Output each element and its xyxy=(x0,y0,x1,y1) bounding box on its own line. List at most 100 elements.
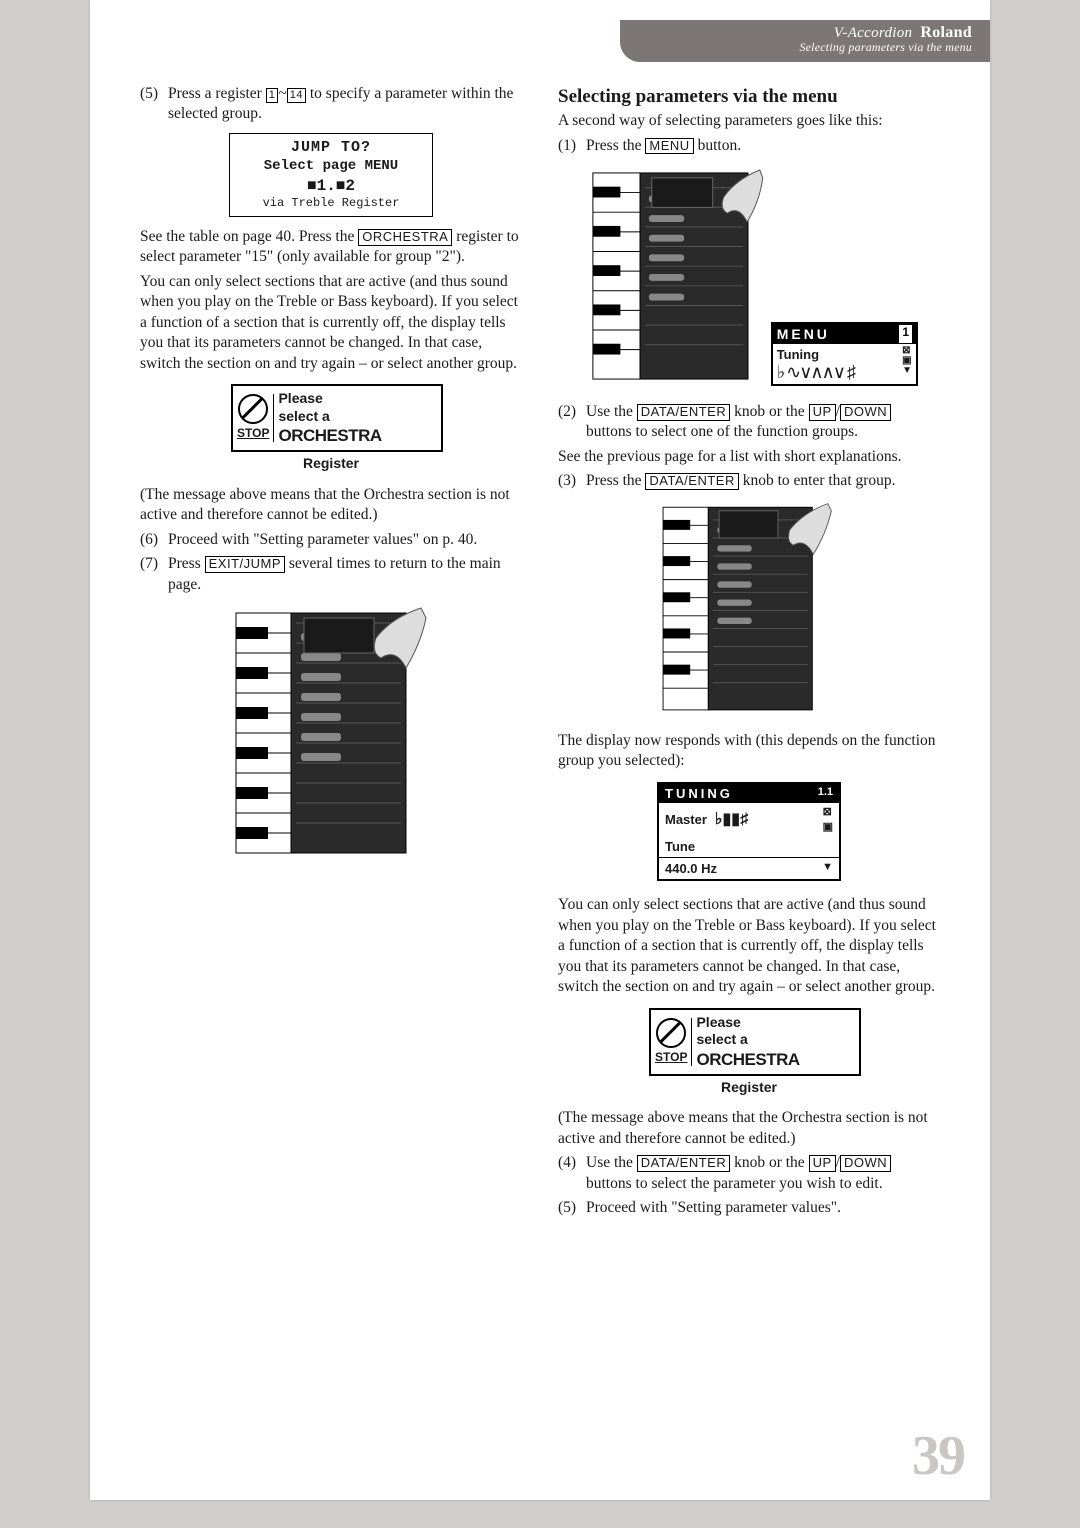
menu-title: MENU xyxy=(777,325,830,343)
section-heading: Selecting parameters via the menu xyxy=(558,84,940,109)
stop-lcd-wrap-2: STOP Please select a ORCHESTRA Register xyxy=(649,1008,849,1097)
stop-label: STOP xyxy=(237,426,269,442)
register-label: Register xyxy=(231,454,431,472)
exit-jump-box: EXIT/JUMP xyxy=(205,556,285,573)
menu-number: 1 xyxy=(899,325,912,343)
no-sign-icon xyxy=(656,1018,686,1048)
text: select a xyxy=(278,408,381,426)
tuning-lcd: TUNING 1.1 Master ♭▮▮♯ ⊠▣ Tune 440.0 Hz … xyxy=(657,782,841,882)
lcd-line: via Treble Register xyxy=(236,196,426,212)
step-text: Use the DATA/ENTER knob or the UP/DOWN b… xyxy=(586,1153,940,1194)
text: ORCHESTRA xyxy=(278,425,381,446)
step-2: (2) Use the DATA/ENTER knob or the UP/DO… xyxy=(558,402,940,443)
wave-icon: ♭ ∿∨∧∧∨ ♯ xyxy=(773,365,916,384)
menu-box: MENU xyxy=(645,138,693,155)
accordion-icon xyxy=(588,166,765,386)
step-4: (4) Use the DATA/ENTER knob or the UP/DO… xyxy=(558,1153,940,1194)
text: Press the xyxy=(586,137,645,154)
text: See the table on page 40. Press the xyxy=(140,228,358,245)
note: (The message above means that the Orches… xyxy=(558,1108,940,1149)
scroll-icon: ⊠▣ xyxy=(823,805,833,834)
page-number: 39 xyxy=(912,1424,964,1488)
columns: (5) Press a register 1~14 to specify a p… xyxy=(140,84,940,1448)
text: Press a register xyxy=(168,85,266,102)
text: knob to enter that group. xyxy=(739,472,896,489)
stop-lcd: STOP Please select a ORCHESTRA xyxy=(231,384,443,452)
no-sign-icon xyxy=(238,394,268,424)
step-text: Proceed with "Setting parameter values". xyxy=(586,1198,940,1218)
register-1-box: 1 xyxy=(266,88,279,103)
text: Please xyxy=(696,1014,799,1032)
accordion-figure-2 xyxy=(654,500,844,717)
text: knob or the xyxy=(730,403,808,420)
text: Use the xyxy=(586,403,637,420)
brand-name: Roland xyxy=(920,24,972,41)
step-number: (3) xyxy=(558,471,586,491)
step-number: (7) xyxy=(140,554,168,595)
step-text: Press a register 1~14 to specify a param… xyxy=(168,84,522,125)
note: (The message above means that the Orches… xyxy=(140,485,522,526)
paragraph: You can only select sections that are ac… xyxy=(558,895,940,997)
stop-label: STOP xyxy=(655,1050,687,1066)
lcd-line: JUMP TO? xyxy=(236,138,426,158)
page: V-Accordion Roland Selecting parameters … xyxy=(0,0,1080,1528)
right-column: Selecting parameters via the menu A seco… xyxy=(558,84,940,1448)
menu-item: Tuning xyxy=(777,347,819,362)
down-arrow-icon: ▼ xyxy=(822,860,833,877)
header-tab: V-Accordion Roland Selecting parameters … xyxy=(620,20,990,62)
text: Master xyxy=(665,811,707,828)
tuning-title: TUNING xyxy=(665,785,733,802)
product-name: V-Accordion xyxy=(834,25,913,41)
data-enter-box: DATA/ENTER xyxy=(637,1155,730,1172)
text: Use the xyxy=(586,1154,637,1171)
step-text: Proceed with "Setting parameter values" … xyxy=(168,530,522,550)
hz-value: 440.0 Hz xyxy=(665,860,717,877)
header-subtitle: Selecting parameters via the menu xyxy=(620,40,972,55)
step-5: (5) Press a register 1~14 to specify a p… xyxy=(140,84,522,125)
step-number: (5) xyxy=(558,1198,586,1218)
orchestra-box: ORCHESTRA xyxy=(358,229,452,246)
stop-right: Please select a ORCHESTRA xyxy=(278,390,381,446)
paragraph: See the table on page 40. Press the ORCH… xyxy=(140,227,522,268)
step-number: (6) xyxy=(140,530,168,550)
data-enter-box: DATA/ENTER xyxy=(645,473,738,490)
left-column: (5) Press a register 1~14 to specify a p… xyxy=(140,84,522,1448)
text: Press xyxy=(168,555,205,572)
step-number: (5) xyxy=(140,84,168,125)
intro-text: A second way of selecting parameters goe… xyxy=(558,111,940,131)
accordion-with-menu-figure: MENU 1 Tuning ⊠▣▼ ♭ ∿∨∧∧∨ ♯ xyxy=(588,166,918,386)
text: knob or the xyxy=(730,1154,808,1171)
text: buttons to select the parameter you wish… xyxy=(586,1175,883,1192)
down-box: DOWN xyxy=(840,404,891,421)
step-3: (3) Press the DATA/ENTER knob to enter t… xyxy=(558,471,940,491)
paragraph: You can only select sections that are ac… xyxy=(140,272,522,374)
step-6: (6) Proceed with "Setting parameter valu… xyxy=(140,530,522,550)
lcd-line: ■1.■2 xyxy=(236,176,426,197)
stop-right: Please select a ORCHESTRA xyxy=(696,1014,799,1070)
paragraph: The display now responds with (this depe… xyxy=(558,731,940,772)
stop-left: STOP xyxy=(237,394,274,442)
step-number: (4) xyxy=(558,1153,586,1194)
text: Tune xyxy=(665,838,695,855)
tuning-icons: ♭▮▮♯ xyxy=(715,809,748,830)
step-7: (7) Press EXIT/JUMP several times to ret… xyxy=(140,554,522,595)
jump-to-lcd: JUMP TO? Select page MENU ■1.■2 via Treb… xyxy=(229,133,433,217)
text: button. xyxy=(694,137,741,154)
step-text: Use the DATA/ENTER knob or the UP/DOWN b… xyxy=(586,402,940,443)
step-number: (2) xyxy=(558,402,586,443)
text: Please xyxy=(278,390,381,408)
stop-lcd: STOP Please select a ORCHESTRA xyxy=(649,1008,861,1076)
step-number: (1) xyxy=(558,136,586,156)
scroll-icon: ⊠▣▼ xyxy=(902,346,912,376)
up-box: UP xyxy=(809,1155,836,1172)
menu-lcd: MENU 1 Tuning ⊠▣▼ ♭ ∿∨∧∧∨ ♯ xyxy=(771,322,918,386)
data-enter-box: DATA/ENTER xyxy=(637,404,730,421)
step-text: Press the MENU button. xyxy=(586,136,940,156)
text: ORCHESTRA xyxy=(696,1049,799,1070)
register-14-box: 14 xyxy=(287,88,306,103)
register-label: Register xyxy=(649,1078,849,1096)
step-text: Press the DATA/ENTER knob to enter that … xyxy=(586,471,940,491)
down-box: DOWN xyxy=(840,1155,891,1172)
stop-left: STOP xyxy=(655,1018,692,1066)
text: Press the xyxy=(586,472,645,489)
